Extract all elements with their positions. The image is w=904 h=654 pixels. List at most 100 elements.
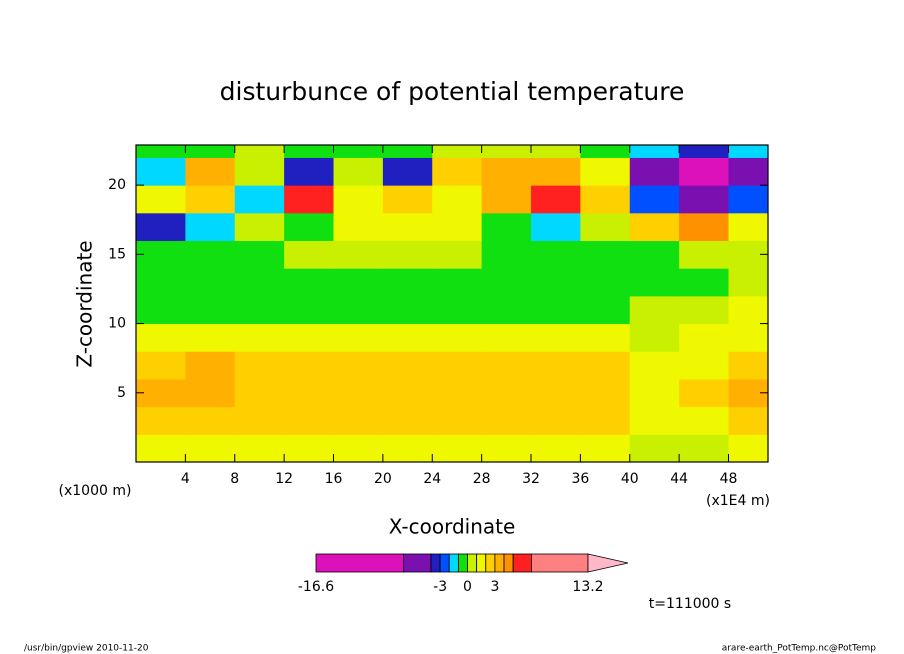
field-cell [580,145,631,158]
field-cell [481,240,532,269]
colorbar-segment [476,553,487,573]
field-cell [185,378,236,408]
field-cell [629,240,680,269]
colorbar-tick-label: -16.6 [298,579,334,595]
field-cell [284,145,334,158]
field-cell [432,323,483,352]
field-cell [432,268,483,297]
x-tick-label: 32 [522,471,540,487]
field-cell [333,212,384,242]
field-cell [531,212,581,242]
field-cell [234,157,285,186]
field-cell [531,378,581,408]
field-cell [185,212,236,242]
field-cell [531,157,581,186]
field-cell [333,240,384,269]
field-cell [284,212,334,242]
field-cell [333,406,384,435]
colorbar-segment [512,553,532,573]
field-cell [234,378,285,408]
field-cell [580,323,631,352]
field-cell [728,212,768,242]
field-cell [136,157,186,186]
field-cell [580,212,631,242]
field-cell [531,323,581,352]
field-cell [284,378,334,408]
field-cell [629,212,680,242]
field-cell [185,185,236,214]
colorbar-over [587,553,629,573]
field-cell [679,434,729,462]
field-cell [481,351,532,380]
colorbar-segment [430,553,441,573]
field-cell [333,323,384,352]
field-cell [333,268,384,297]
y-tick-label: 5 [117,385,126,401]
field-cell [481,145,532,158]
field-cell [629,351,680,380]
field-cell [728,145,768,158]
field-cell [629,378,680,408]
x-tick-label: 36 [571,471,589,487]
field-cell [728,434,768,462]
field-cell [234,323,285,352]
colorbar-segment [457,553,468,573]
field-cell [382,157,433,186]
x-tick-label: 20 [374,471,392,487]
field-cell [185,157,236,186]
field-cell [531,268,581,297]
y-axis-label: Z-coordinate [73,240,97,367]
field-cell [382,212,433,242]
field-cell [481,295,532,325]
field-cell [136,406,186,435]
field-cell [136,145,186,158]
field-cell [136,351,186,380]
field-cell [432,157,483,186]
field-cell [629,145,680,158]
field-cell [629,185,680,214]
field-cell [234,212,285,242]
field-cell [284,295,334,325]
field-cell [284,406,334,435]
field-cell [382,378,433,408]
field-cell [136,240,186,269]
x-axis-label: X-coordinate [389,515,516,539]
field-cell [284,434,334,462]
field-cell [185,323,236,352]
field-cell [382,351,433,380]
colorbar-segment [503,553,514,573]
field-cell [629,295,680,325]
field-cell [580,434,631,462]
field-cell [481,434,532,462]
field-cell [284,240,334,269]
field-cell [481,323,532,352]
field-cell [679,212,729,242]
field-cell [284,351,334,380]
field-cell [382,295,433,325]
y-tick-label: 10 [108,316,126,332]
field-cell [382,323,433,352]
colorbar-tick-label: -3 [433,579,447,595]
field-cell [284,323,334,352]
field-cell [580,240,631,269]
field-cell [185,295,236,325]
footer-left: /usr/bin/gpview 2010-11-20 [24,644,149,654]
field-cell [136,212,186,242]
x-tick-label: 28 [473,471,491,487]
field-cell [333,157,384,186]
field-cell [580,157,631,186]
x-tick-label: 44 [670,471,688,487]
field-cell [629,434,680,462]
field-cell [481,185,532,214]
field-cell [382,268,433,297]
colorbar-segment [467,553,478,573]
x-unit: (x1000 m) [59,483,132,499]
field-cell [136,434,186,462]
field-cell [136,295,186,325]
field-cell [432,406,483,435]
y-tick-label: 20 [108,177,126,193]
field-cell [432,145,483,158]
field-cell [234,406,285,435]
field-cell [728,240,768,269]
field-cell [136,323,186,352]
